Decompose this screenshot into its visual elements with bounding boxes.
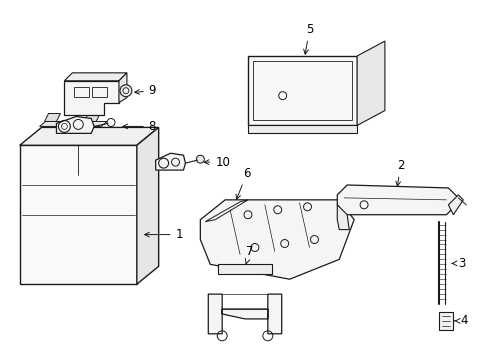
Text: 3: 3 <box>451 257 465 270</box>
Polygon shape <box>56 117 94 133</box>
Circle shape <box>196 155 204 163</box>
Polygon shape <box>137 127 158 284</box>
Polygon shape <box>20 145 137 284</box>
Polygon shape <box>119 73 127 103</box>
Polygon shape <box>337 185 457 215</box>
Polygon shape <box>44 113 61 121</box>
Polygon shape <box>155 153 185 170</box>
Polygon shape <box>337 205 348 230</box>
Polygon shape <box>447 195 462 215</box>
Polygon shape <box>247 125 356 133</box>
Bar <box>74 87 89 96</box>
Text: 8: 8 <box>122 120 156 133</box>
Polygon shape <box>356 41 384 125</box>
Polygon shape <box>439 312 452 330</box>
Polygon shape <box>218 264 271 274</box>
Text: 2: 2 <box>395 159 404 186</box>
Text: 6: 6 <box>236 167 250 199</box>
Polygon shape <box>64 81 119 114</box>
Polygon shape <box>247 56 356 125</box>
Polygon shape <box>79 121 107 126</box>
Text: 5: 5 <box>303 23 312 54</box>
Bar <box>92 87 107 96</box>
Polygon shape <box>200 200 353 279</box>
Circle shape <box>120 85 132 96</box>
Polygon shape <box>208 294 281 334</box>
Polygon shape <box>64 73 127 81</box>
Polygon shape <box>84 113 100 121</box>
Text: 4: 4 <box>454 314 467 327</box>
Text: 9: 9 <box>135 84 156 97</box>
Polygon shape <box>20 127 158 145</box>
Text: 10: 10 <box>204 156 230 168</box>
Text: 1: 1 <box>144 228 183 241</box>
Text: 7: 7 <box>245 245 253 264</box>
Polygon shape <box>40 121 67 126</box>
